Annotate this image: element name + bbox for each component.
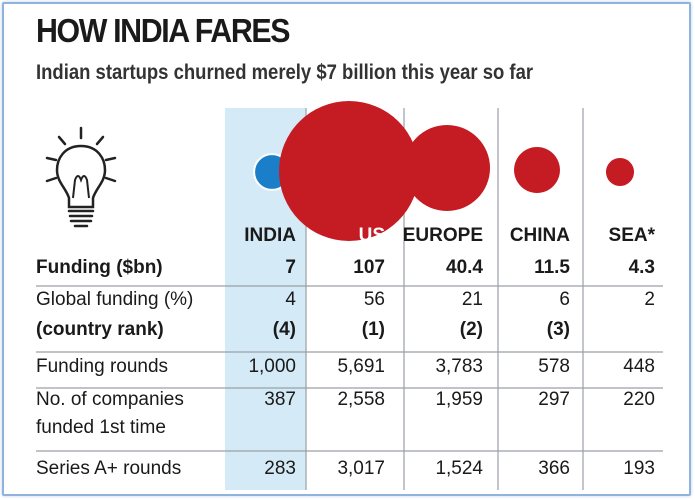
cell-value: 21 xyxy=(462,289,483,310)
row-label: Series A+ rounds xyxy=(36,458,181,479)
cell-value: 40.4 xyxy=(446,257,483,278)
cell-value: 11.5 xyxy=(534,257,570,278)
cell-value: 578 xyxy=(538,356,570,377)
cell-value: 2,558 xyxy=(337,389,385,410)
cell-value: 448 xyxy=(623,356,655,377)
bubble-europe xyxy=(403,124,491,212)
cell-value: 2 xyxy=(644,289,655,310)
column-header: INDIA xyxy=(244,225,296,246)
column-header: US xyxy=(359,225,385,246)
column-header: EUROPE xyxy=(403,225,483,246)
cell-value: 5,691 xyxy=(337,356,385,377)
row-label: Funding ($bn) xyxy=(36,257,163,278)
cell-value: 56 xyxy=(364,289,385,310)
cell-value: 193 xyxy=(623,458,655,479)
bubble-china xyxy=(514,147,560,193)
cell-value: 3,783 xyxy=(435,356,483,377)
cell-value: 387 xyxy=(264,389,296,410)
bubble-sea xyxy=(605,157,635,187)
cell-value: (2) xyxy=(460,319,483,340)
cell-value: 4 xyxy=(285,289,296,310)
cell-value: 297 xyxy=(538,389,570,410)
row-label: funded 1st time xyxy=(36,417,166,438)
infographic-frame xyxy=(2,2,691,496)
cell-value: 7 xyxy=(285,257,296,278)
bubble-us xyxy=(279,101,419,241)
cell-value: (1) xyxy=(362,319,385,340)
page-title: HOW INDIA FARES xyxy=(36,12,290,49)
cell-value: 1,000 xyxy=(248,356,296,377)
cell-value: 1,524 xyxy=(435,458,483,479)
cell-value: 4.3 xyxy=(629,257,655,278)
page-subtitle: Indian startups churned merely $7 billio… xyxy=(36,61,534,84)
row-label: (country rank) xyxy=(36,319,164,340)
cell-value: 1,959 xyxy=(435,389,483,410)
cell-value: 366 xyxy=(538,458,570,479)
column-header: SEA* xyxy=(609,225,656,246)
cell-value: 107 xyxy=(353,257,385,278)
cell-value: 220 xyxy=(623,389,655,410)
cell-value: 283 xyxy=(264,458,296,479)
cell-value: (3) xyxy=(547,319,570,340)
cell-value: (4) xyxy=(273,319,296,340)
row-label: No. of companies xyxy=(36,389,184,410)
cell-value: 6 xyxy=(559,289,570,310)
lightbulb-icon xyxy=(45,126,117,228)
row-label: Funding rounds xyxy=(36,356,168,377)
cell-value: 3,017 xyxy=(337,458,385,479)
column-header: CHINA xyxy=(510,225,570,246)
row-label: Global funding (%) xyxy=(36,289,193,310)
